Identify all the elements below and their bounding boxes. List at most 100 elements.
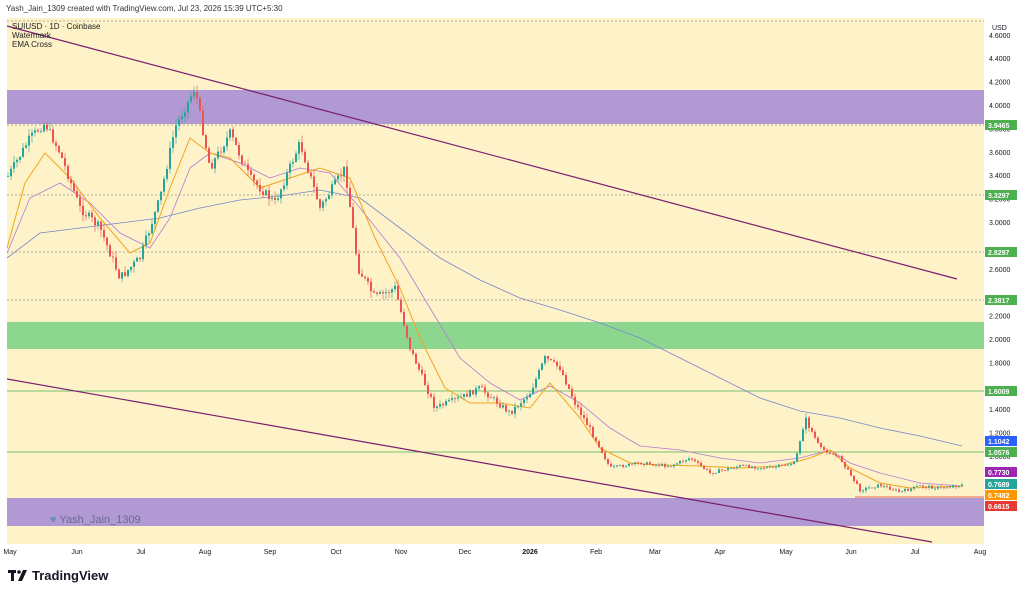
candle — [703, 465, 705, 470]
price-tick-label: 2.0000 — [989, 337, 1011, 344]
tradingview-logo-icon[interactable] — [8, 569, 28, 582]
candle — [403, 308, 405, 327]
candle — [574, 393, 576, 409]
candle — [352, 202, 354, 229]
candle — [898, 487, 900, 493]
candle — [607, 457, 609, 466]
candle — [433, 393, 435, 413]
candle — [727, 466, 729, 472]
candle — [928, 484, 930, 490]
candle — [271, 195, 273, 202]
candle — [373, 288, 375, 294]
ema-cross-indicator[interactable]: EMA Cross — [12, 40, 53, 49]
candle — [136, 256, 138, 262]
price-tick-label: 1.2000 — [989, 431, 1011, 438]
candle — [394, 281, 396, 293]
time-axis — [0, 544, 1024, 558]
candle — [550, 358, 552, 361]
candle — [670, 466, 672, 468]
candle — [253, 173, 255, 186]
candle — [598, 440, 600, 448]
candle — [901, 490, 903, 493]
candle — [10, 165, 12, 180]
candle — [199, 95, 201, 114]
candle — [268, 186, 270, 206]
candle — [853, 475, 855, 484]
candle — [718, 467, 720, 474]
price-label: 1.6009 — [985, 386, 1017, 396]
candle — [832, 451, 834, 455]
candle — [946, 485, 948, 489]
candle — [61, 151, 63, 159]
candle — [619, 464, 621, 467]
candle — [262, 185, 264, 198]
svg-text:0.7482: 0.7482 — [988, 493, 1010, 500]
candle — [616, 464, 618, 468]
svg-text:3.3297: 3.3297 — [988, 193, 1010, 200]
dashed-levels — [7, 20, 984, 301]
candle — [604, 450, 606, 461]
candle — [193, 86, 195, 101]
candle — [16, 157, 18, 168]
candle — [181, 109, 183, 124]
candle — [595, 436, 597, 443]
candle — [160, 191, 162, 205]
candle — [565, 372, 567, 386]
svg-text:1.0576: 1.0576 — [988, 450, 1010, 457]
svg-text:0.6615: 0.6615 — [988, 504, 1010, 511]
price-tick-label: 2.2000 — [989, 314, 1011, 321]
candle — [274, 191, 276, 205]
candle — [634, 461, 636, 467]
candle — [442, 402, 444, 409]
time-tick-label: Jul — [911, 549, 920, 556]
candle — [883, 483, 885, 488]
candle — [736, 465, 738, 470]
price-label: 0.6615 — [985, 501, 1017, 511]
candle — [25, 141, 27, 150]
candle — [34, 127, 36, 137]
candle — [79, 191, 81, 213]
candle — [721, 468, 723, 473]
candle — [301, 135, 303, 156]
candle — [334, 175, 336, 186]
candle — [562, 367, 564, 376]
candle — [706, 467, 708, 471]
time-tick-label: Aug — [974, 549, 987, 556]
price-tick-label: 3.6000 — [989, 150, 1011, 157]
candle — [559, 361, 561, 372]
symbol-label[interactable]: SUIUSD · 1D · Coinbase — [12, 22, 101, 31]
candle — [664, 462, 666, 470]
candle — [859, 482, 861, 494]
candle — [151, 219, 153, 236]
candle — [871, 487, 873, 489]
candle — [115, 251, 117, 272]
candle — [412, 349, 414, 357]
candle — [22, 142, 24, 158]
candle — [415, 352, 417, 364]
candle — [523, 397, 525, 408]
price-label: 1.1042 — [985, 436, 1017, 446]
candle — [739, 464, 741, 468]
brand-name[interactable]: TradingView — [32, 568, 109, 583]
candle — [325, 197, 327, 206]
price-chart[interactable]: USD 4.60004.40004.20004.00003.80003.6000… — [0, 18, 1024, 558]
candle — [811, 426, 813, 433]
candle — [172, 130, 174, 153]
time-tick-label: Sep — [264, 549, 277, 556]
candle — [133, 259, 135, 273]
candle — [856, 479, 858, 485]
watermark-indicator[interactable]: Watermark — [12, 31, 51, 40]
candle — [163, 176, 165, 196]
candle — [919, 484, 921, 487]
candle — [613, 464, 615, 469]
candle — [238, 141, 240, 160]
candle — [958, 485, 960, 489]
candle — [457, 393, 459, 402]
price-label: 1.0576 — [985, 447, 1017, 457]
candle — [775, 464, 777, 470]
candle — [907, 487, 909, 491]
candle — [235, 137, 237, 146]
price-tick-label: 1.4000 — [989, 407, 1011, 414]
candle — [13, 155, 15, 173]
candle — [682, 459, 684, 464]
